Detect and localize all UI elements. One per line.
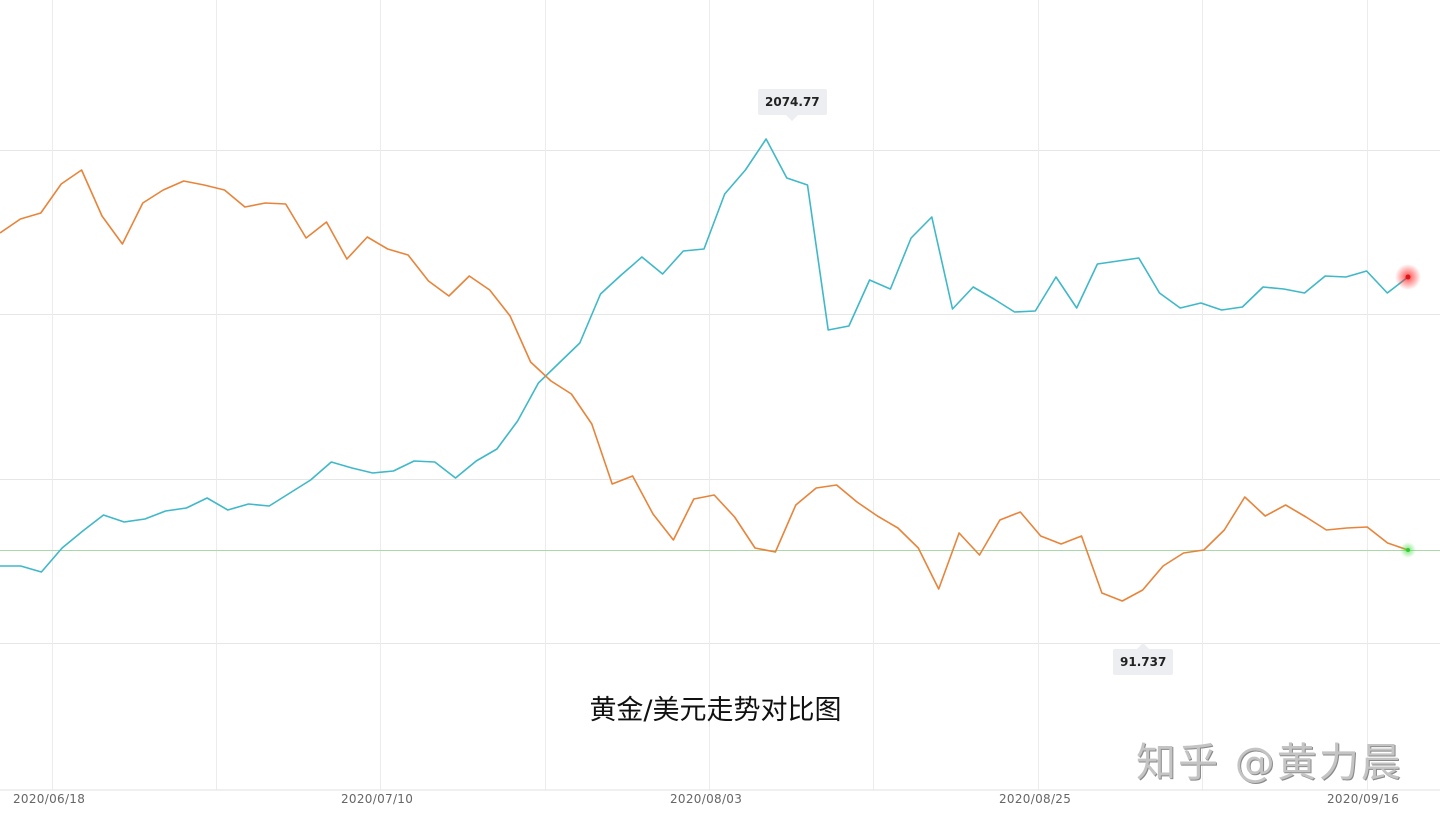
gold-price-line[interactable] [0,138,1409,573]
usd-min-tooltip: 91.737 [1113,643,1174,675]
x-tick-label: 2020/07/10 [341,792,414,806]
grid-lines [0,0,1440,790]
usd-index-line[interactable] [0,169,1409,602]
x-tick-label: 2020/09/16 [1327,792,1400,806]
usd-latest-marker[interactable] [1406,548,1410,552]
gold-max-tooltip: 2074.77 [758,89,827,121]
author-watermark: 知乎 @黄力晨 [1136,740,1403,786]
x-tick-label: 2020/08/03 [670,792,743,806]
chart-title: 黄金/美元走势对比图 [589,695,842,726]
x-tick-label: 2020/08/25 [999,792,1072,806]
x-tick-label: 2020/06/18 [13,792,86,806]
gold-latest-marker[interactable] [1405,274,1411,280]
